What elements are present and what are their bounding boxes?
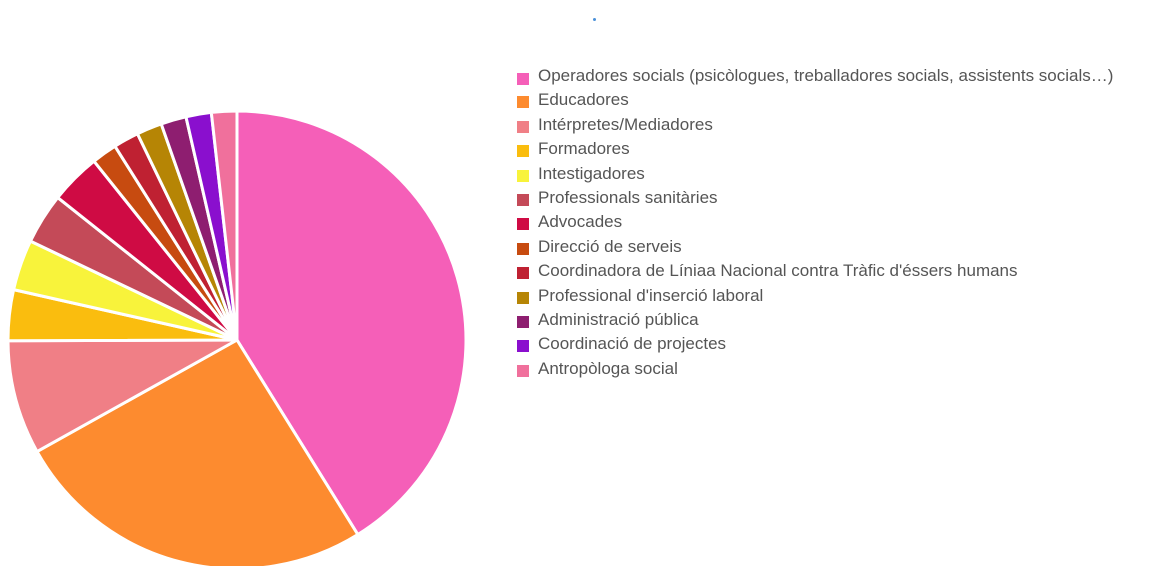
- legend-item-formadores[interactable]: Formadores: [517, 137, 1162, 161]
- legend-item-coordinacio-de-projectes[interactable]: Coordinació de projectes: [517, 332, 1162, 356]
- legend-swatch: [517, 291, 529, 304]
- chart-legend: Operadores socials (psicòlogues, treball…: [517, 64, 1162, 381]
- legend-swatch: [517, 218, 529, 231]
- legend-swatch: [517, 73, 529, 85]
- legend-label: Operadores socials (psicòlogues, treball…: [538, 66, 1114, 85]
- legend-item-intestigadores[interactable]: Intestigadores: [517, 162, 1162, 186]
- legend-swatch: [517, 364, 529, 377]
- legend-swatch: [517, 96, 529, 109]
- legend-item-professional-insercio-laboral[interactable]: Professional d'inserció laboral: [517, 284, 1162, 308]
- pie-slice-1[interactable]: [35, 338, 360, 566]
- legend-label: Advocades: [538, 212, 623, 232]
- legend-swatch: [517, 169, 529, 182]
- legend-swatch: [517, 145, 529, 158]
- pie-chart-plot: [6, 109, 468, 566]
- pie-slice-0[interactable]: [235, 109, 468, 537]
- pie-slice-12[interactable]: [209, 109, 239, 342]
- legend-label: Professionals sanitàries: [538, 188, 718, 208]
- legend-label: Antropòloga social: [538, 358, 678, 378]
- legend-item-coordinadora-linia-nacional[interactable]: Coordinadora de Líniaa Nacional contra T…: [517, 259, 1162, 283]
- legend-swatch: [517, 316, 529, 329]
- legend-item-interpretes-mediadores[interactable]: Intérpretes/Mediadores: [517, 113, 1162, 137]
- legend-item-advocades[interactable]: Advocades: [517, 210, 1162, 234]
- legend-swatch: [517, 120, 529, 133]
- legend-item-operadores-socials[interactable]: Operadores socials (psicòlogues, treball…: [517, 64, 1162, 88]
- legend-item-educadores[interactable]: Educadores: [517, 88, 1162, 112]
- legend-swatch: [517, 194, 529, 207]
- legend-item-administracio-publica[interactable]: Administració pública: [517, 308, 1162, 332]
- legend-label: Coordinació de projectes: [538, 334, 727, 354]
- legend-swatch: [517, 267, 529, 280]
- legend-label: Professional d'inserció laboral: [538, 285, 764, 305]
- legend-label: Intérpretes/Mediadores: [538, 114, 713, 134]
- legend-label: Formadores: [538, 139, 630, 159]
- legend-label: Administració pública: [538, 310, 699, 330]
- legend-swatch: [517, 340, 529, 353]
- legend-label: Intestigadores: [538, 163, 645, 183]
- legend-item-professionals-sanitaries[interactable]: Professionals sanitàries: [517, 186, 1162, 210]
- legend-item-antropologa-social[interactable]: Antropòloga social: [517, 357, 1162, 381]
- marker-dot: [593, 18, 596, 21]
- legend-item-direccio-de-serveis[interactable]: Direcció de serveis: [517, 235, 1162, 259]
- pie-slice-2[interactable]: [6, 338, 239, 454]
- legend-label: Direcció de serveis: [538, 236, 682, 256]
- legend-swatch: [517, 242, 529, 255]
- legend-label: Educadores: [538, 90, 629, 110]
- legend-label: Coordinadora de Líniaa Nacional contra T…: [538, 261, 1018, 281]
